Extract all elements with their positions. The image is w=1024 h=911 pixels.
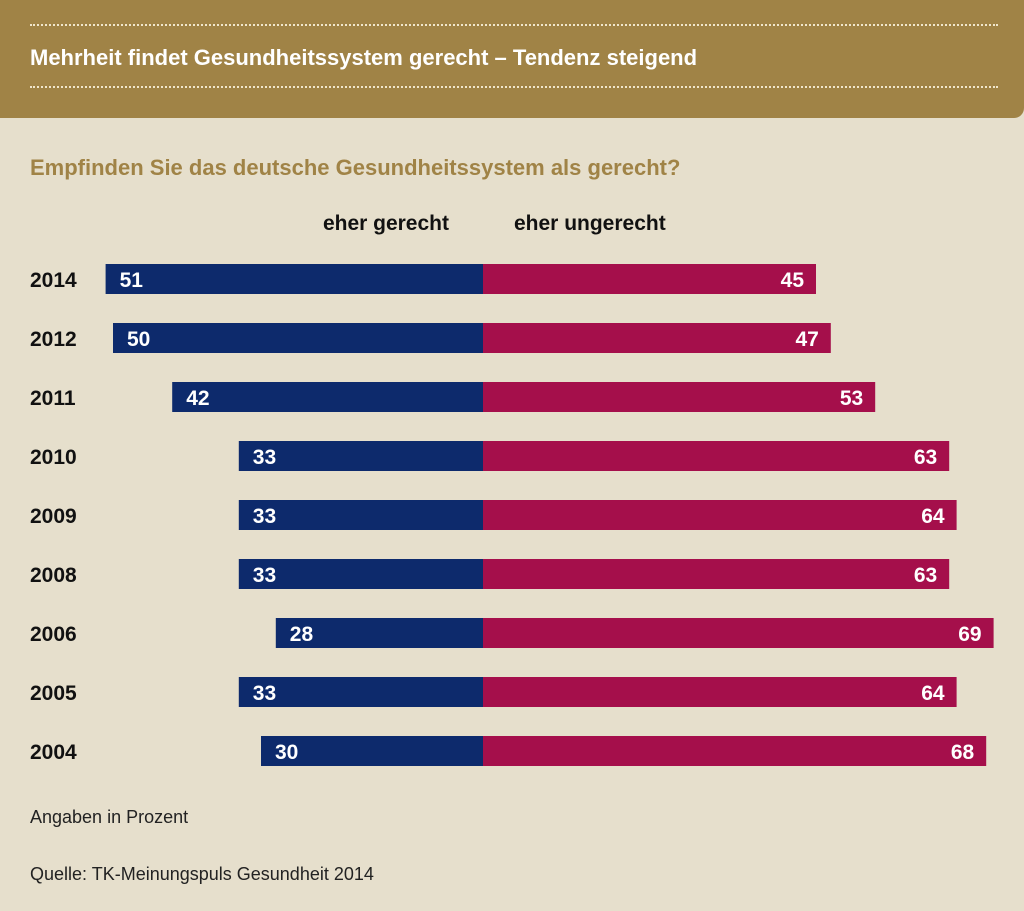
- bar-eher-gerecht: [238, 500, 483, 530]
- year-label: 2014: [30, 269, 77, 292]
- dotted-divider-bottom: [30, 86, 998, 88]
- value-label-eher-gerecht: 50: [127, 328, 150, 351]
- bar-eher-gerecht: [238, 677, 483, 707]
- value-label-eher-ungerecht: 64: [921, 682, 945, 705]
- value-label-eher-ungerecht: 53: [840, 387, 863, 410]
- bar-eher-gerecht: [172, 382, 483, 412]
- unit-note: Angaben in Prozent: [30, 807, 189, 827]
- year-label: 2008: [30, 564, 77, 587]
- value-label-eher-gerecht: 33: [253, 564, 276, 587]
- bar-eher-ungerecht: [483, 736, 987, 766]
- dotted-divider-top: [30, 24, 998, 26]
- value-label-eher-ungerecht: 47: [795, 328, 818, 351]
- header-banner: Mehrheit findet Gesundheitssystem gerech…: [0, 0, 1024, 118]
- value-label-eher-gerecht: 33: [253, 682, 276, 705]
- bar-eher-ungerecht: [483, 677, 957, 707]
- year-label: 2006: [30, 623, 77, 646]
- value-label-eher-ungerecht: 69: [958, 623, 981, 646]
- value-label-eher-gerecht: 42: [186, 387, 209, 410]
- value-label-eher-gerecht: 33: [253, 446, 276, 469]
- value-label-eher-ungerecht: 64: [921, 505, 945, 528]
- banner-title: Mehrheit findet Gesundheitssystem gerech…: [30, 45, 698, 70]
- year-label: 2011: [30, 387, 76, 410]
- year-label: 2009: [30, 505, 77, 528]
- value-label-eher-ungerecht: 45: [781, 269, 805, 292]
- bar-eher-gerecht: [238, 441, 483, 471]
- chart-title: Empfinden Sie das deutsche Gesundheitssy…: [30, 155, 681, 180]
- bar-eher-gerecht: [238, 559, 483, 589]
- value-label-eher-gerecht: 33: [253, 505, 276, 528]
- value-label-eher-gerecht: 30: [275, 741, 298, 764]
- bar-eher-ungerecht: [483, 323, 831, 353]
- bar-eher-ungerecht: [483, 559, 950, 589]
- bar-eher-ungerecht: [483, 618, 994, 648]
- bar-eher-gerecht: [275, 618, 483, 648]
- value-label-eher-ungerecht: 63: [914, 564, 937, 587]
- year-label: 2012: [30, 328, 77, 351]
- bar-eher-ungerecht: [483, 441, 950, 471]
- bar-eher-gerecht: [113, 323, 483, 353]
- bar-eher-gerecht: [105, 264, 483, 294]
- bar-eher-ungerecht: [483, 500, 957, 530]
- value-label-eher-gerecht: 51: [120, 269, 144, 292]
- year-label: 2004: [30, 741, 77, 764]
- source-note: Quelle: TK-Meinungspuls Gesundheit 2014: [30, 864, 374, 884]
- year-label: 2005: [30, 682, 77, 705]
- legend-eher-gerecht: eher gerecht: [322, 212, 449, 235]
- bar-eher-ungerecht: [483, 382, 876, 412]
- legend-eher-ungerecht: eher ungerecht: [514, 212, 666, 235]
- bar-eher-ungerecht: [483, 264, 816, 294]
- value-label-eher-gerecht: 28: [290, 623, 314, 646]
- bar-eher-gerecht: [261, 736, 483, 766]
- value-label-eher-ungerecht: 63: [914, 446, 937, 469]
- year-label: 2010: [30, 446, 77, 469]
- value-label-eher-ungerecht: 68: [951, 741, 975, 764]
